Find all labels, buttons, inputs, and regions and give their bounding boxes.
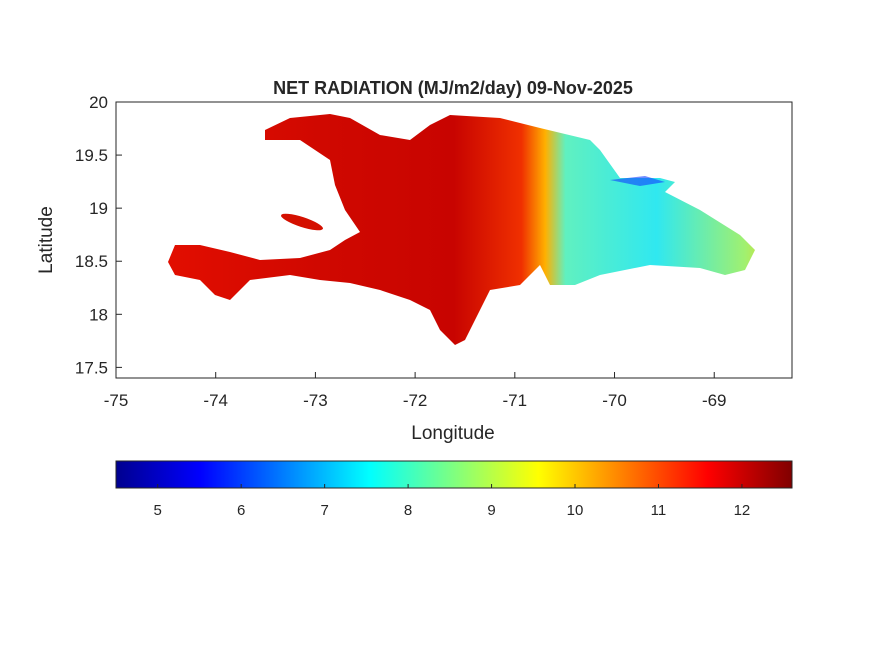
samana-lowrad (610, 176, 665, 186)
y-tick-label: 17.5 (75, 358, 108, 377)
x-axis-label: Longitude (411, 423, 494, 444)
colorbar-tick-label: 5 (154, 502, 162, 519)
x-tick-label: -72 (403, 391, 428, 410)
gonave-island (281, 213, 323, 231)
y-tick-label: 18 (89, 305, 108, 324)
map-land (168, 114, 755, 345)
colorbar-tick-label: 6 (237, 502, 245, 519)
colorbar-tick-label: 10 (567, 502, 584, 519)
colorbar (115, 460, 793, 489)
x-tick-label: -71 (503, 391, 528, 410)
y-tick-label: 19.5 (75, 146, 108, 165)
colorbar-tick-label: 12 (734, 502, 751, 519)
x-tick-label: -70 (602, 391, 627, 410)
colorbar-tick-label: 11 (651, 502, 667, 519)
x-tick-label: -73 (303, 391, 328, 410)
y-tick-label: 19 (89, 199, 108, 218)
chart-title: NET RADIATION (MJ/m2/day) 09-Nov-2025 (273, 78, 633, 98)
y-tick-label: 20 (89, 93, 108, 112)
x-tick-label: -74 (203, 391, 228, 410)
colorbar-tick-label: 8 (404, 502, 412, 519)
y-axis-label: Latitude (36, 206, 57, 274)
x-tick-label: -69 (702, 391, 727, 410)
hispaniola-heatmap (168, 114, 755, 345)
colorbar-tick-label: 7 (320, 502, 328, 519)
y-tick-label: 18.5 (75, 252, 108, 271)
colorbar-tick-label: 9 (487, 502, 495, 519)
x-tick-label: -75 (104, 391, 129, 410)
